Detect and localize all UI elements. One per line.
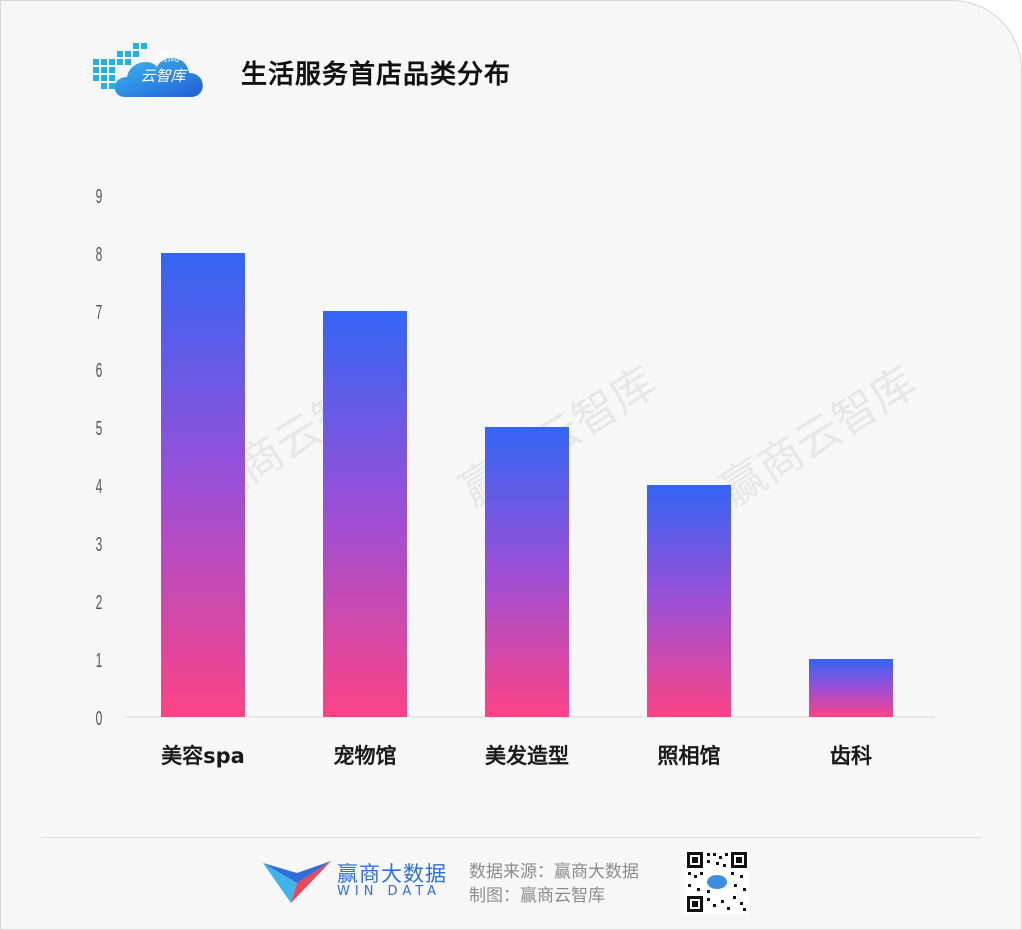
bar-chart: 0 1 2 3 4 5 6 7 8 9 美容spa 宠物馆 美发造型 照相馆 齿科: [96, 186, 935, 768]
bar: [647, 485, 731, 717]
x-category-label: 美发造型: [485, 744, 569, 768]
source-line: 数据来源：赢商大数据: [469, 862, 639, 882]
brand-name: 赢商大数据: [337, 862, 447, 886]
y-tick-label: 3: [96, 534, 103, 556]
y-tick-label: 8: [96, 244, 103, 266]
y-axis: 0 1 2 3 4 5 6 7 8 9: [96, 186, 103, 730]
bar: [809, 659, 893, 717]
y-tick-label: 5: [96, 418, 103, 440]
logo-cloud-icon: [93, 43, 203, 97]
bar: [323, 311, 407, 717]
y-tick-label: 7: [96, 302, 103, 324]
x-axis: 美容spa 宠物馆 美发造型 照相馆 齿科: [161, 744, 872, 768]
windata-logo-icon: [263, 861, 331, 903]
logo-line1: 赢商: [153, 50, 180, 65]
y-tick-label: 0: [96, 708, 103, 730]
x-category-label: 宠物馆: [334, 744, 397, 768]
y-tick-label: 4: [96, 476, 103, 498]
y-tick-label: 6: [96, 360, 103, 382]
x-category-label: 照相馆: [658, 744, 721, 768]
x-category-label: 美容spa: [161, 744, 245, 768]
credit-line: 制图：赢商云智库: [469, 886, 605, 906]
chart-title: 生活服务首店品类分布: [241, 60, 512, 90]
brand-subtitle: WIN DATA: [337, 884, 442, 899]
y-tick-label: 1: [96, 650, 103, 672]
x-category-label: 齿科: [830, 744, 872, 768]
logo-text: 赢商 云智库: [123, 49, 203, 85]
qr-code-icon: [685, 850, 749, 914]
bar: [161, 253, 245, 717]
bar: [485, 427, 569, 717]
footer-divider: [41, 837, 981, 838]
bars-group: [161, 253, 893, 717]
y-tick-label: 2: [96, 592, 103, 614]
source-note: 数据来源：赢商大数据 制图：赢商云智库: [469, 860, 639, 908]
y-tick-label: 9: [96, 186, 103, 208]
logo-line2: 云智库: [140, 67, 186, 85]
